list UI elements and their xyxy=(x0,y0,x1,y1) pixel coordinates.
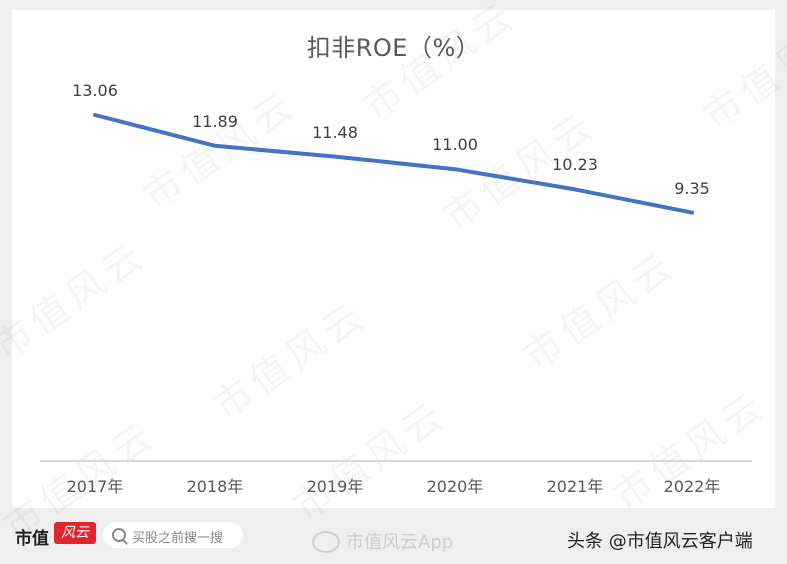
x-tick-label: 2019年 xyxy=(306,477,364,496)
data-label: 11.89 xyxy=(192,111,238,131)
brand-logo-text: 市值 xyxy=(15,529,49,549)
x-tick-label: 2018年 xyxy=(186,477,244,496)
toutiao-credit: 头条 @市值风云客户端 xyxy=(567,531,753,552)
data-label: 11.48 xyxy=(312,122,358,142)
brand-logo-badge: 风云 xyxy=(54,522,96,544)
chart-title: 扣非ROE（%） xyxy=(306,34,481,62)
weibo-watermark-text: 市值风云App xyxy=(346,532,454,553)
x-tick-label: 2022年 xyxy=(663,477,721,496)
x-tick-label: 2020年 xyxy=(426,477,484,496)
roe-series-line xyxy=(93,113,694,215)
weibo-icon xyxy=(312,531,340,553)
x-tick-label: 2021年 xyxy=(546,477,604,496)
x-tick-label: 2017年 xyxy=(66,477,124,496)
data-label: 11.00 xyxy=(432,135,478,155)
search-placeholder: 买股之前搜一搜 xyxy=(132,531,224,546)
search-box[interactable]: 买股之前搜一搜 xyxy=(103,522,243,548)
data-label: 9.35 xyxy=(674,178,710,198)
chart-frame xyxy=(12,10,775,508)
search-icon xyxy=(112,528,126,542)
data-label: 13.06 xyxy=(72,81,118,100)
data-label: 10.23 xyxy=(552,155,598,175)
